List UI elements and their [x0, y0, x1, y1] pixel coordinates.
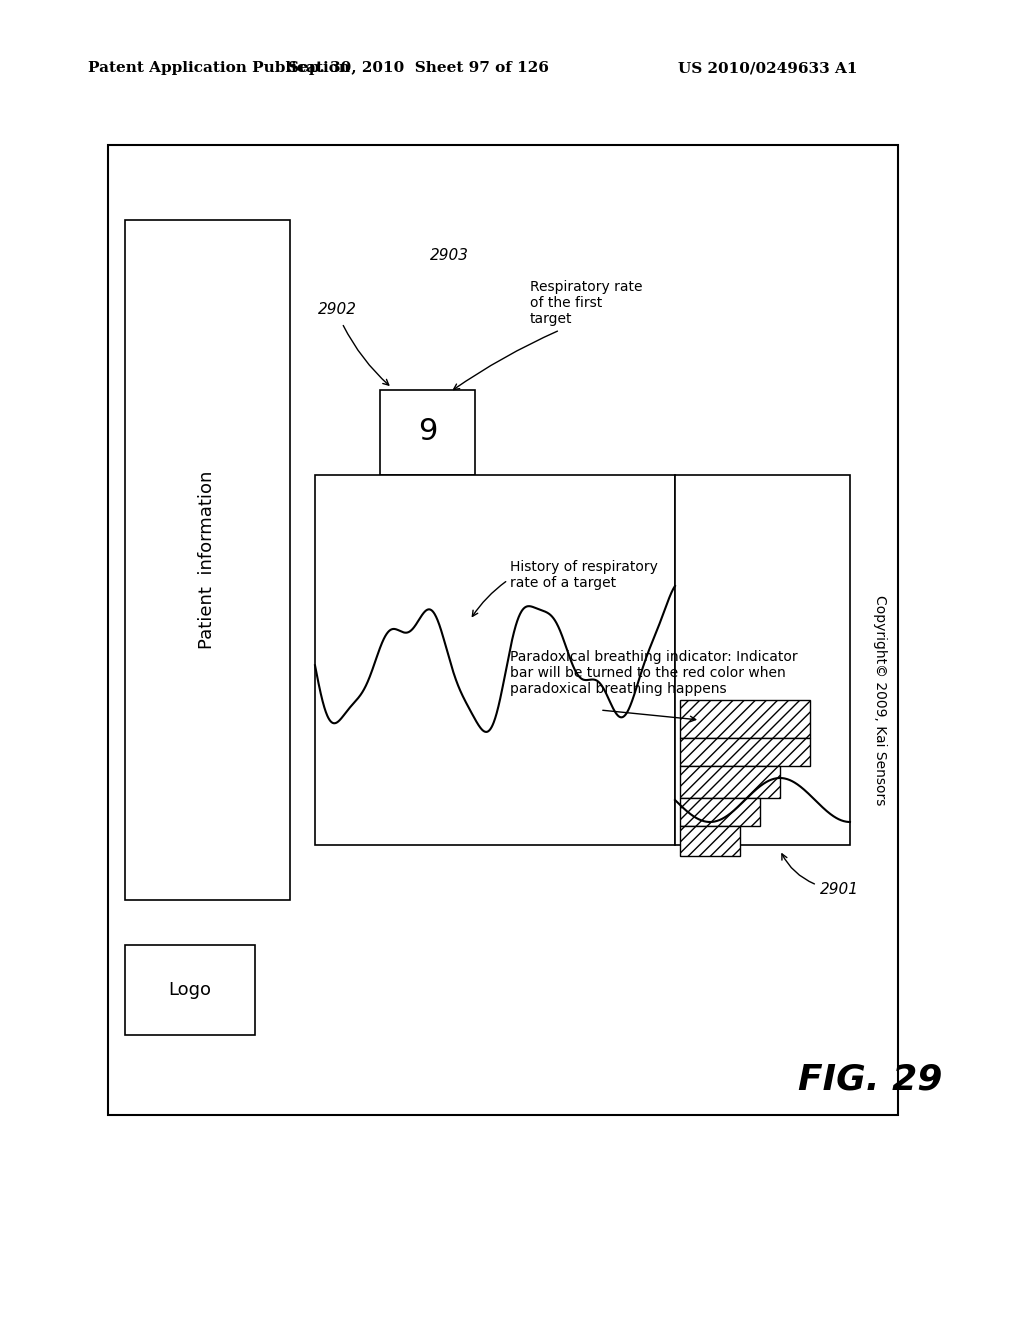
Bar	[680, 738, 810, 766]
Text: 2903: 2903	[430, 248, 469, 263]
Text: 9: 9	[419, 417, 437, 446]
Bar	[680, 766, 780, 799]
Bar	[680, 799, 760, 826]
Text: Sep. 30, 2010  Sheet 97 of 126: Sep. 30, 2010 Sheet 97 of 126	[288, 61, 549, 75]
Text: Logo: Logo	[169, 981, 212, 999]
Bar	[675, 475, 850, 845]
Text: Patient  information: Patient information	[198, 471, 216, 649]
Bar	[125, 945, 255, 1035]
Text: Patent Application Publication: Patent Application Publication	[88, 61, 350, 75]
Bar	[125, 220, 290, 900]
Text: US 2010/0249633 A1: US 2010/0249633 A1	[678, 61, 858, 75]
Text: FIG. 29: FIG. 29	[798, 1063, 942, 1097]
Bar	[380, 389, 475, 475]
Bar	[108, 145, 898, 1115]
Text: 2901: 2901	[820, 883, 859, 898]
Bar	[680, 700, 810, 738]
Text: 2902: 2902	[318, 302, 357, 318]
Bar	[315, 475, 675, 845]
Text: History of respiratory
rate of a target: History of respiratory rate of a target	[510, 560, 657, 590]
Text: Paradoxical breathing indicator: Indicator
bar will be turned to the red color w: Paradoxical breathing indicator: Indicat…	[510, 649, 798, 697]
Text: Copyright© 2009, Kai Sensors: Copyright© 2009, Kai Sensors	[873, 595, 887, 805]
Text: Respiratory rate
of the first
target: Respiratory rate of the first target	[530, 280, 642, 326]
Bar	[680, 826, 740, 855]
